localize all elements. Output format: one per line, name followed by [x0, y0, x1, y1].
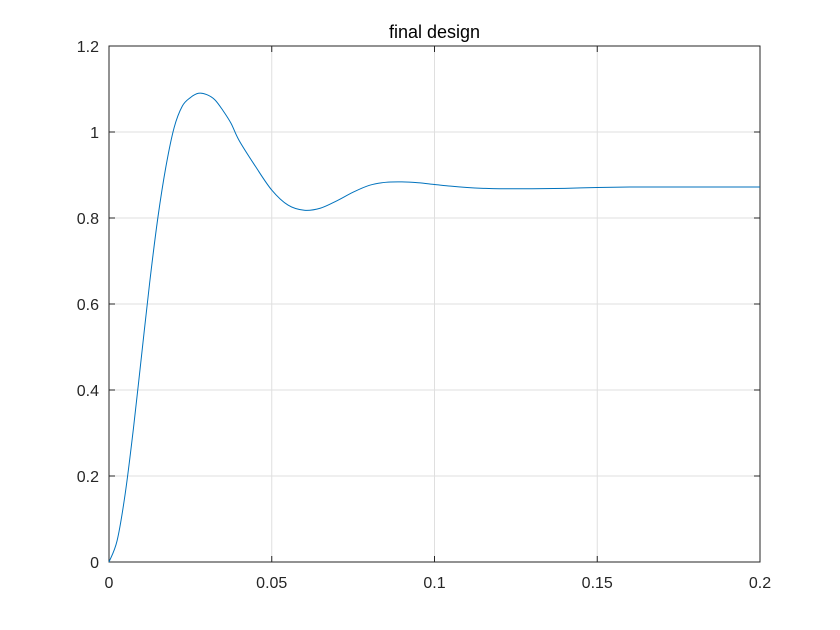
- tick-labels: 0 0.05 0.1 0.15 0.2 0 0.2 0.4 0.6 0.8 1 1.2: [77, 39, 771, 592]
- y-tick-label: 0.2: [77, 469, 99, 486]
- y-tick-label: 0.4: [77, 383, 99, 400]
- chart-title: final design: [389, 22, 480, 42]
- y-tick-label: 0.6: [77, 297, 99, 314]
- grid: [109, 46, 760, 562]
- x-tick-label: 0.15: [582, 575, 613, 592]
- y-tick-label: 0.8: [77, 211, 99, 228]
- x-tick-label: 0.2: [749, 575, 771, 592]
- x-tick-label: 0.1: [423, 575, 445, 592]
- ticks: [108, 45, 761, 563]
- y-tick-label: 1: [90, 125, 99, 142]
- y-tick-label: 0: [90, 555, 99, 572]
- x-tick-label: 0: [105, 575, 114, 592]
- y-tick-label: 1.2: [77, 39, 99, 56]
- x-tick-label: 0.05: [256, 575, 287, 592]
- series-line: [108, 92, 760, 563]
